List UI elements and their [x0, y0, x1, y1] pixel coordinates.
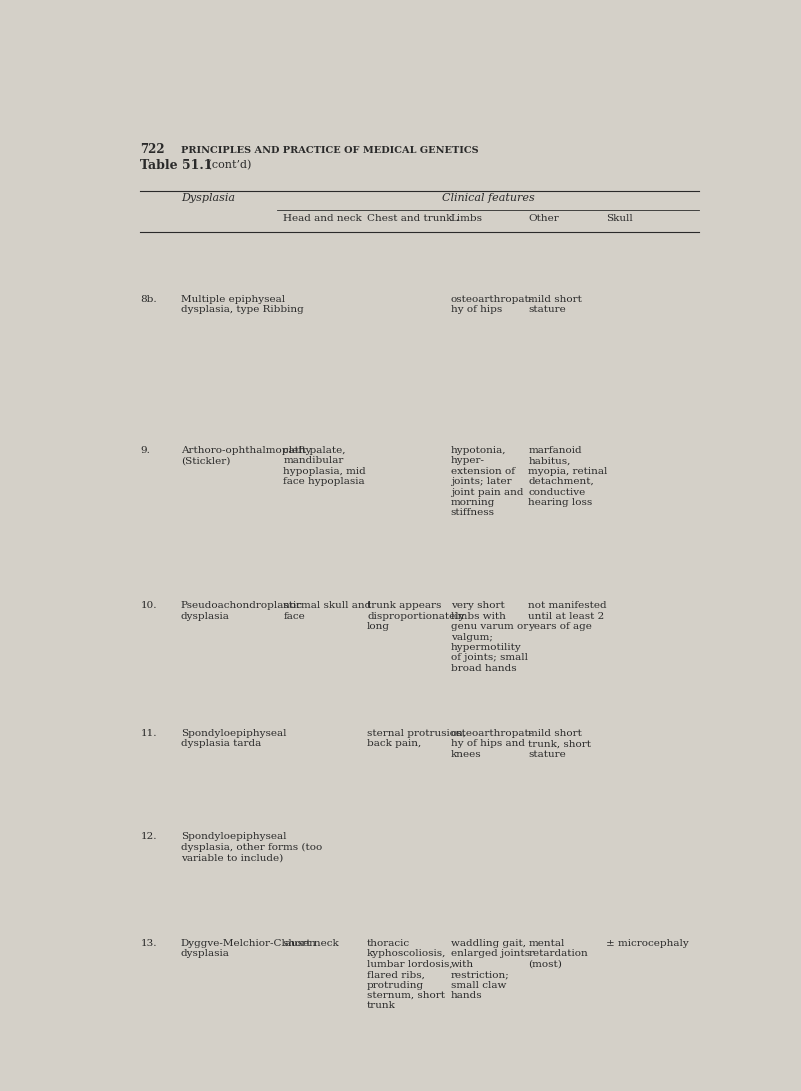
- Text: ± microcephaly: ± microcephaly: [606, 939, 689, 948]
- Text: Arthoro-ophthalmopathy
(Stickler): Arthoro-ophthalmopathy (Stickler): [181, 446, 312, 466]
- Text: sternal protrusion,
back pain,: sternal protrusion, back pain,: [367, 729, 466, 748]
- Text: PRINCIPLES AND PRACTICE OF MEDICAL GENETICS: PRINCIPLES AND PRACTICE OF MEDICAL GENET…: [181, 146, 478, 155]
- Text: (cont’d): (cont’d): [204, 160, 252, 170]
- Text: 8b.: 8b.: [140, 295, 157, 303]
- Text: trunk appears
disproportionately
long: trunk appears disproportionately long: [367, 601, 465, 632]
- Text: marfanoid
habitus,
myopia, retinal
detachment,
conductive
hearing loss: marfanoid habitus, myopia, retinal detac…: [529, 446, 608, 507]
- Text: 13.: 13.: [140, 939, 157, 948]
- Text: cleft palate,
mandibular
hypoplasia, mid
face hypoplasia: cleft palate, mandibular hypoplasia, mid…: [284, 446, 366, 487]
- Text: mild short
trunk, short
stature: mild short trunk, short stature: [529, 729, 591, 759]
- Text: 12.: 12.: [140, 832, 157, 841]
- Text: Table 51.1: Table 51.1: [140, 158, 213, 171]
- Text: Multiple epiphyseal
dysplasia, type Ribbing: Multiple epiphyseal dysplasia, type Ribb…: [181, 295, 304, 314]
- Text: Dyggve-Melchior-Clausen
dysplasia: Dyggve-Melchior-Clausen dysplasia: [181, 939, 316, 959]
- Text: osteoarthropat-
hy of hips and
knees: osteoarthropat- hy of hips and knees: [451, 729, 533, 759]
- Text: mental
retardation
(most): mental retardation (most): [529, 939, 588, 969]
- Text: osteoarthropat-
hy of hips: osteoarthropat- hy of hips: [451, 295, 533, 314]
- Text: 11.: 11.: [140, 729, 157, 738]
- Text: 722: 722: [140, 143, 165, 156]
- Text: Skull: Skull: [606, 214, 633, 223]
- Text: Limbs: Limbs: [451, 214, 483, 223]
- Text: waddling gait,
enlarged joints
with
restriction;
small claw
hands: waddling gait, enlarged joints with rest…: [451, 939, 530, 1000]
- Text: very short
limbs with
genu varum or
valgum;
hypermotility
of joints; small
broad: very short limbs with genu varum or valg…: [451, 601, 528, 673]
- Text: mild short
stature: mild short stature: [529, 295, 582, 314]
- Text: hypotonia,
hyper-
extension of
joints; later
joint pain and
morning
stiffness: hypotonia, hyper- extension of joints; l…: [451, 446, 523, 517]
- Text: Head and neck: Head and neck: [284, 214, 362, 223]
- Text: Other: Other: [529, 214, 559, 223]
- Text: Pseudoachondroplastic
dysplasia: Pseudoachondroplastic dysplasia: [181, 601, 303, 621]
- Text: 10.: 10.: [140, 601, 157, 610]
- Text: thoracic
kyphoscoliosis,
lumbar lordosis,
flared ribs,
protruding
sternum, short: thoracic kyphoscoliosis, lumbar lordosis…: [367, 939, 453, 1010]
- Text: Spondyloepiphyseal
dysplasia, other forms (too
variable to include): Spondyloepiphyseal dysplasia, other form…: [181, 832, 322, 862]
- Text: not manifested
until at least 2
years of age: not manifested until at least 2 years of…: [529, 601, 607, 632]
- Text: Spondyloepiphyseal
dysplasia tarda: Spondyloepiphyseal dysplasia tarda: [181, 729, 286, 748]
- Text: 9.: 9.: [140, 446, 151, 455]
- Text: Clinical features: Clinical features: [441, 193, 534, 204]
- Text: Chest and trunk: Chest and trunk: [367, 214, 453, 223]
- Text: short neck: short neck: [284, 939, 339, 948]
- Text: normal skull and
face: normal skull and face: [284, 601, 372, 621]
- Text: Dysplasia: Dysplasia: [181, 193, 235, 204]
